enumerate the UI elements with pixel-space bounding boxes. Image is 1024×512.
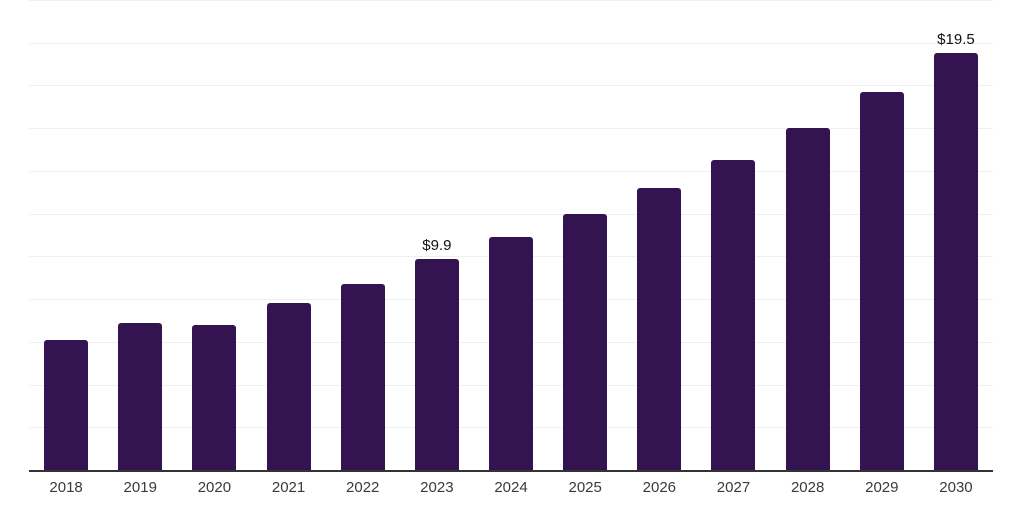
gridline-y-20: [29, 42, 993, 44]
x-tick-label-2027: 2027: [716, 479, 751, 496]
bar-slot-2018: [29, 0, 103, 470]
bar-2029: [859, 91, 904, 470]
x-tick-label-2025: 2025: [568, 479, 602, 496]
bar-slot-2023: $9.9: [400, 0, 474, 470]
x-tick-label-2023: 2023: [420, 479, 454, 496]
bar-slot-2024: [474, 0, 548, 470]
data-label-2023: $9.9: [422, 236, 452, 254]
data-label-2030: $19.5: [937, 31, 975, 49]
bar-2027: [711, 160, 756, 470]
bar-2028: [785, 128, 830, 470]
gridline-y-16: [29, 128, 993, 130]
bar-2022: [340, 284, 385, 470]
bar-slot-2022: [326, 0, 400, 470]
bar-slot-2026: [622, 0, 696, 470]
x-tick-label-2026: 2026: [642, 479, 677, 496]
x-tick-label-2028: 2028: [790, 479, 825, 496]
bar-2023: [414, 258, 459, 470]
bar-2026: [637, 188, 682, 470]
bar-slot-2020: [177, 0, 251, 470]
x-tick-label-2018: 2018: [49, 479, 83, 496]
bar-2024: [489, 237, 534, 470]
x-tick-label-2030: 2030: [939, 479, 973, 496]
gridline-y-14: [29, 170, 993, 172]
gridline-y-22: [29, 0, 993, 1]
bar-slot-2019: [103, 0, 177, 470]
gridline-y-18: [29, 85, 993, 87]
bar-slot-2028: [771, 0, 845, 470]
x-tick-label-2020: 2020: [197, 479, 232, 496]
x-tick-label-2029: 2029: [865, 479, 899, 496]
bar-2020: [192, 324, 237, 470]
bar-slot-2027: [696, 0, 770, 470]
bar-2021: [266, 303, 311, 470]
x-tick-label-2022: 2022: [346, 479, 380, 496]
x-tick-label-2024: 2024: [494, 479, 528, 496]
bar-2019: [118, 322, 163, 470]
x-axis-labels: 2018 2019 2020 2021 2022 2023 2024 2025 2026 2027…: [29, 479, 993, 497]
bar-slot-2021: [251, 0, 325, 470]
bar-2018: [44, 339, 89, 470]
bars-container: $9.9 $19.5: [29, 0, 993, 470]
bar-slot-2025: [548, 0, 622, 470]
x-tick-label-2019: 2019: [123, 479, 157, 496]
bar-2030: [933, 53, 978, 470]
gridline-y-12: [29, 213, 993, 215]
bar-slot-2030: $19.5: [919, 0, 993, 470]
bar-slot-2029: [845, 0, 919, 470]
x-tick-label-2021: 2021: [271, 479, 306, 496]
bar-2025: [563, 213, 608, 470]
